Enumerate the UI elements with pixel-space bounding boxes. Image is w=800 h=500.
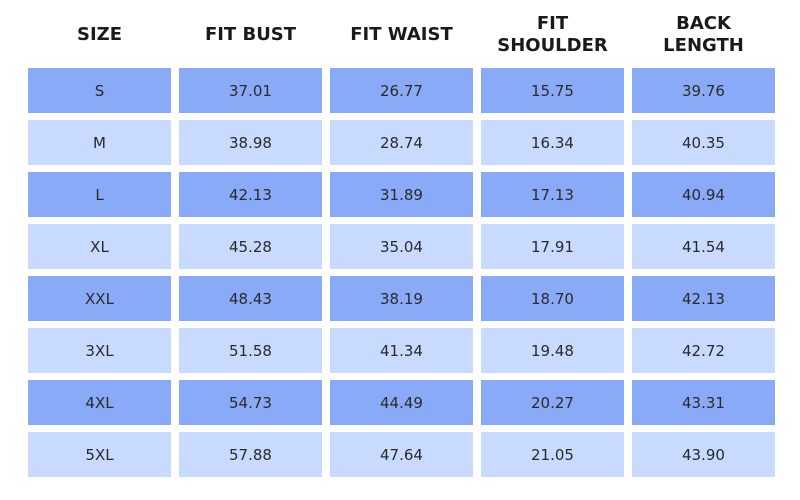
table-cell: 21.05 [481,432,624,477]
table-cell: 57.88 [179,432,322,477]
header-text: FIT BUST [204,23,297,45]
table-cell: 44.49 [330,380,473,425]
table-cell: 3XL [28,328,171,373]
header-cell: BACK LENGTH [632,0,775,61]
size-table: SIZE FIT BUST FIT WAIST FIT SHOULDER BACK LE… [28,0,775,477]
table-cell: 17.13 [481,172,624,217]
table-cell: 38.98 [179,120,322,165]
table-cell: 35.04 [330,224,473,269]
table-cell: 31.89 [330,172,473,217]
table-cell: 47.64 [330,432,473,477]
table-cell: XXL [28,276,171,321]
table-cell: S [28,68,171,113]
header-text: FIT WAIST [350,23,453,45]
table-cell: 15.75 [481,68,624,113]
table-cell: 20.27 [481,380,624,425]
table-cell: 18.70 [481,276,624,321]
table-cell: 39.76 [632,68,775,113]
table-cell: M [28,120,171,165]
header-text: SIZE [76,23,122,45]
header-cell: FIT WAIST [330,0,473,61]
table-cell: 17.91 [481,224,624,269]
table-cell: 26.77 [330,68,473,113]
table-cell: 43.31 [632,380,775,425]
table-cell: 38.19 [330,276,473,321]
table-cell: 37.01 [179,68,322,113]
table-cell: 41.34 [330,328,473,373]
table-cell: 54.73 [179,380,322,425]
table-cell: 42.13 [632,276,775,321]
table-cell: 41.54 [632,224,775,269]
header-text: BACK LENGTH [663,12,744,56]
table-cell: 42.72 [632,328,775,373]
table-cell: 43.90 [632,432,775,477]
header-text: FIT SHOULDER [497,12,608,56]
header-cell: FIT BUST [179,0,322,61]
table-cell: 4XL [28,380,171,425]
table-cell: 45.28 [179,224,322,269]
table-cell: XL [28,224,171,269]
table-cell: 40.94 [632,172,775,217]
header-cell: SIZE [28,0,171,61]
table-cell: 42.13 [179,172,322,217]
table-cell: 19.48 [481,328,624,373]
table-cell: 40.35 [632,120,775,165]
header-cell: FIT SHOULDER [481,0,624,61]
table-cell: 5XL [28,432,171,477]
table-cell: 16.34 [481,120,624,165]
table-cell: 28.74 [330,120,473,165]
table-cell: 48.43 [179,276,322,321]
table-cell: 51.58 [179,328,322,373]
table-cell: L [28,172,171,217]
